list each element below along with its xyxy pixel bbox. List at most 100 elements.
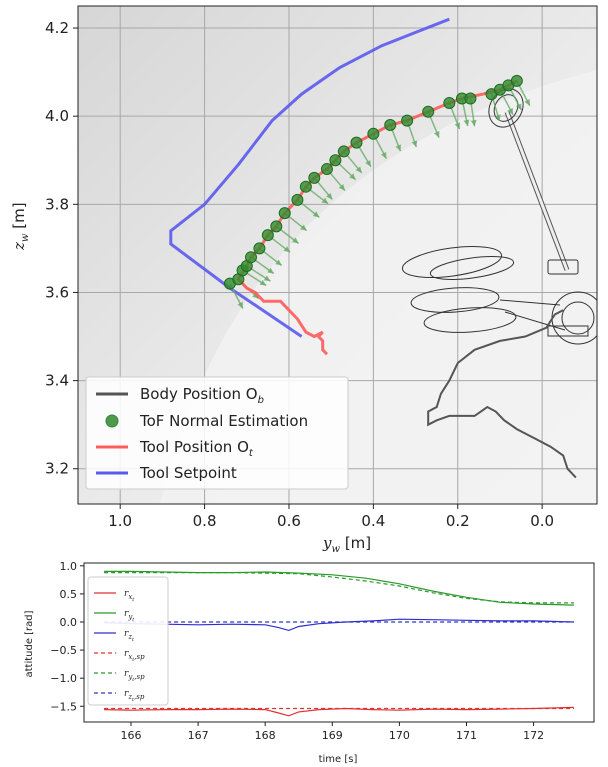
tof-point bbox=[278, 207, 291, 220]
tof-point bbox=[329, 154, 342, 167]
legend-label-tool: Tool Position O bbox=[139, 438, 249, 456]
y-tick-label: −0.5 bbox=[50, 644, 77, 657]
tof-normal-arrowhead bbox=[524, 99, 530, 106]
tof-point bbox=[443, 96, 456, 109]
y-tick-label: 3.4 bbox=[45, 372, 69, 390]
tof-point bbox=[261, 229, 274, 242]
bottom-legend-items: rxt ryt rzt rxt,sp ryt,sp rzt,sp bbox=[94, 589, 145, 703]
tof-point bbox=[270, 220, 283, 233]
tof-point bbox=[299, 180, 312, 193]
svg-text:Tool Position Ot: Tool Position Ot bbox=[139, 438, 254, 459]
tof-point bbox=[320, 163, 333, 176]
svg-text:Body Position Ob: Body Position Ob bbox=[140, 385, 264, 406]
tof-normal-arrowhead bbox=[259, 279, 267, 286]
tof-normal-arrowhead bbox=[433, 130, 440, 138]
tof-normal-arrowhead bbox=[291, 237, 299, 244]
legend-label-r-x-t: rxt bbox=[124, 589, 135, 603]
x-tick-label: 0.0 bbox=[530, 512, 554, 530]
tof-normal-arrowhead bbox=[283, 246, 291, 253]
legend-sub-body: b bbox=[258, 395, 264, 406]
top-ticks: 1.0 0.8 0.6 0.4 0.2 0.0 3.2 3.4 3.6 3.8 4.0 4.2 bbox=[45, 19, 554, 530]
x-tick-label: 0.2 bbox=[446, 512, 470, 530]
tof-point bbox=[464, 92, 477, 105]
drone-illustration bbox=[401, 88, 597, 345]
tof-normal-arrowhead bbox=[463, 119, 470, 126]
tof-point bbox=[510, 74, 523, 87]
top-legend-box bbox=[85, 376, 349, 490]
x-tick-label: 172 bbox=[523, 729, 544, 742]
legend-label-r-y-t: ryt bbox=[124, 609, 135, 623]
series-line-r-x-t bbox=[104, 706, 574, 717]
legend-label-r-z-t-sp: rzt,sp bbox=[124, 689, 145, 703]
tof-normal-arrowhead bbox=[321, 197, 329, 204]
x-tick-label: 166 bbox=[120, 729, 141, 742]
tof-normal-arrowhead bbox=[267, 267, 274, 274]
y-tick-label: 3.6 bbox=[45, 283, 69, 301]
top-x-axis-label: yw [m] bbox=[322, 534, 371, 555]
bottom-series bbox=[104, 570, 574, 717]
y-tick-label: 3.2 bbox=[45, 460, 69, 478]
bottom-ticks: 166 167 168 169 170 171 172 1.0 0.5 0.0 −0.5 −1.0 −1… bbox=[50, 560, 544, 742]
top-plot: 1.0 0.8 0.6 0.4 0.2 0.0 3.2 3.4 3.6 3.8 4.0 4.2 yw … bbox=[10, 5, 598, 555]
x-tick-label: 169 bbox=[322, 729, 343, 742]
top-legend: Body Position Ob ToF Normal Estimation T… bbox=[85, 376, 349, 490]
bottom-plot: 166 167 168 169 170 171 172 1.0 0.5 0.0 −0.5 −1.0 −1… bbox=[24, 560, 595, 765]
top-y-axis-label: zw [m] bbox=[10, 202, 31, 251]
tof-normal-arrowhead bbox=[355, 166, 362, 173]
tool-setpoint-line bbox=[169, 17, 450, 338]
x-tick-label: 1.0 bbox=[108, 512, 132, 530]
body-position-line bbox=[427, 309, 577, 479]
x-tick-label: 0.8 bbox=[193, 512, 217, 530]
tof-normal-arrowhead bbox=[312, 211, 320, 218]
legend-item-body: Body Position Ob bbox=[96, 385, 264, 406]
tof-normal-arrowhead bbox=[395, 144, 402, 152]
x-tick-label: 171 bbox=[456, 729, 477, 742]
tof-normal-arrowhead bbox=[365, 159, 371, 167]
tof-point bbox=[245, 251, 257, 264]
legend-item-tool: Tool Position Ot bbox=[96, 438, 254, 459]
x-tick-label: 0.4 bbox=[361, 512, 385, 530]
tof-normal-arrowhead bbox=[515, 103, 522, 111]
y-tick-label: 0.0 bbox=[60, 616, 78, 629]
x-tick-label: 170 bbox=[389, 729, 410, 742]
legend-item-tof: ToF Normal Estimation bbox=[105, 412, 308, 430]
legend-swatch-tof bbox=[105, 414, 119, 428]
y-tick-label: −1.0 bbox=[50, 672, 77, 685]
tof-point bbox=[401, 114, 414, 127]
y-tick-label: 4.0 bbox=[45, 107, 69, 125]
top-plot-frame bbox=[77, 5, 598, 505]
tof-point bbox=[308, 171, 321, 184]
tof-point bbox=[367, 127, 380, 140]
legend-label-body: Body Position O bbox=[140, 385, 258, 403]
tof-normal-arrowhead bbox=[411, 140, 418, 148]
y-tick-label: 1.0 bbox=[60, 560, 78, 573]
y-tick-label: −1.5 bbox=[50, 700, 77, 713]
tof-normal-arrowhead bbox=[454, 122, 461, 130]
tof-normal-arrowhead bbox=[300, 224, 307, 231]
tof-normal-arrowhead bbox=[380, 151, 387, 159]
bottom-plot-frame bbox=[83, 562, 595, 723]
tof-normal-arrowhead bbox=[507, 107, 513, 115]
legend-item-setpoint: Tool Setpoint bbox=[96, 464, 237, 482]
tof-point bbox=[253, 242, 266, 255]
tof-point bbox=[350, 136, 363, 149]
tof-point bbox=[422, 105, 435, 118]
y-tick-label: 4.2 bbox=[45, 19, 69, 37]
tof-normal-arrowhead bbox=[275, 259, 282, 266]
tof-normal-arrowhead bbox=[349, 173, 356, 180]
legend-label-r-y-t-sp: ryt,sp bbox=[124, 669, 145, 683]
y-tick-label: 0.5 bbox=[60, 588, 78, 601]
tof-point bbox=[291, 193, 304, 206]
y-tick-label: 3.8 bbox=[45, 195, 69, 213]
tof-point bbox=[337, 145, 350, 158]
tof-normal-arrowhead bbox=[470, 119, 477, 127]
x-tick-label: 167 bbox=[188, 729, 209, 742]
legend-label-r-z-t: rzt bbox=[124, 629, 135, 643]
legend-label-r-x-t-sp: rxt,sp bbox=[124, 649, 145, 663]
legend-label-tof: ToF Normal Estimation bbox=[139, 412, 308, 430]
series-line-r-z-t bbox=[104, 618, 574, 632]
tof-normal-arrowhead bbox=[326, 192, 333, 200]
tof-normal-arrowhead bbox=[237, 301, 243, 309]
bottom-legend: rxt ryt rzt rxt,sp ryt,sp rzt,sp bbox=[87, 576, 169, 706]
